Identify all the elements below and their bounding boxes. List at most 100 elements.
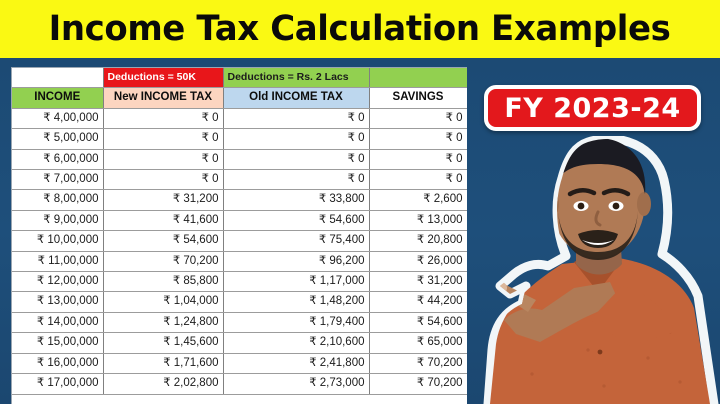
table-row: ₹ 5,00,000 ₹ 0 ₹ 0 ₹ 0 — [12, 128, 467, 150]
page-title: Income Tax Calculation Examples — [49, 9, 671, 49]
cell-income: ₹ 16,00,000 — [12, 353, 104, 375]
moustache — [578, 230, 618, 248]
column-header-new-tax: New INCOME TAX — [103, 87, 224, 109]
cell-savings: ₹ 0 — [369, 128, 467, 150]
cell-new-income-tax: ₹ 0 — [103, 149, 224, 171]
cell-new-income-tax: ₹ 1,04,000 — [103, 291, 224, 313]
cell-old-income-tax: ₹ 2,41,800 — [223, 353, 370, 375]
pupil — [612, 202, 620, 210]
table-row: ₹ 9,00,000 ₹ 41,600 ₹ 54,600 ₹ 13,000 — [12, 210, 467, 232]
deductions-band-row: Deductions = 50K Deductions = Rs. 2 Lacs — [12, 68, 467, 89]
column-header-old-tax: Old INCOME TAX — [223, 87, 370, 109]
cell-income: ₹ 8,00,000 — [12, 189, 104, 211]
cell-income: ₹ 4,00,000 — [12, 108, 104, 130]
cell-savings: ₹ 54,600 — [369, 312, 467, 334]
cell-old-income-tax: ₹ 2,73,000 — [223, 373, 370, 395]
face — [551, 146, 645, 258]
table-row: ₹ 17,00,000 ₹ 2,02,800 ₹ 2,73,000 ₹ 70,200 — [12, 373, 467, 395]
cell-savings: ₹ 70,200 — [369, 353, 467, 375]
deductions-savings-cell — [369, 68, 467, 89]
cell-income: ₹ 13,00,000 — [12, 291, 104, 313]
cell-savings: ₹ 44,200 — [369, 291, 467, 313]
eyebrow — [567, 188, 597, 197]
sleeve — [590, 286, 674, 346]
cell-income: ₹ 5,00,000 — [12, 128, 104, 150]
cell-savings: ₹ 31,200 — [369, 271, 467, 293]
table-row: ₹ 8,00,000 ₹ 31,200 ₹ 33,800 ₹ 2,600 — [12, 189, 467, 211]
presenter-photo — [470, 136, 720, 404]
hair — [551, 138, 646, 194]
cell-savings: ₹ 20,800 — [369, 230, 467, 252]
cell-old-income-tax: ₹ 2,10,600 — [223, 332, 370, 354]
table-row: ₹ 7,00,000 ₹ 0 ₹ 0 ₹ 0 — [12, 169, 467, 191]
cell-savings: ₹ 0 — [369, 108, 467, 130]
table-row: ₹ 15,00,000 ₹ 1,45,600 ₹ 2,10,600 ₹ 65,000 — [12, 332, 467, 354]
pupil — [577, 202, 585, 210]
cell-income: ₹ 10,00,000 — [12, 230, 104, 252]
cell-new-income-tax: ₹ 54,600 — [103, 230, 224, 252]
cell-income: ₹ 11,00,000 — [12, 251, 104, 273]
cell-old-income-tax: ₹ 33,800 — [223, 189, 370, 211]
cell-new-income-tax: ₹ 70,200 — [103, 251, 224, 273]
ear — [637, 192, 651, 216]
shirt-button — [597, 349, 603, 355]
table-row: ₹ 4,00,000 ₹ 0 ₹ 0 ₹ 0 — [12, 108, 467, 130]
cell-old-income-tax: ₹ 0 — [223, 108, 370, 130]
cell-savings: ₹ 2,600 — [369, 189, 467, 211]
cell-new-income-tax: ₹ 41,600 — [103, 210, 224, 232]
teeth — [582, 240, 614, 245]
tax-comparison-table-container: Deductions = 50K Deductions = Rs. 2 Lacs… — [11, 67, 467, 404]
cell-old-income-tax: ₹ 96,200 — [223, 251, 370, 273]
cell-new-income-tax: ₹ 85,800 — [103, 271, 224, 293]
table-row: ₹ 14,00,000 ₹ 1,24,800 ₹ 1,79,400 ₹ 54,600 — [12, 312, 467, 334]
column-header-income: INCOME — [12, 87, 104, 109]
table-body: ₹ 4,00,000 ₹ 0 ₹ 0 ₹ 0 ₹ 5,00,000 ₹ 0 ₹ 0 ₹ 0 ₹ … — [12, 108, 467, 395]
table-row: ₹ 12,00,000 ₹ 85,800 ₹ 1,17,000 ₹ 31,200 — [12, 271, 467, 293]
column-header-savings: SAVINGS — [369, 87, 467, 109]
cell-old-income-tax: ₹ 1,48,200 — [223, 291, 370, 313]
cell-new-income-tax: ₹ 1,45,600 — [103, 332, 224, 354]
nose — [594, 210, 602, 227]
cell-new-income-tax: ₹ 2,02,800 — [103, 373, 224, 395]
cell-old-income-tax: ₹ 1,17,000 — [223, 271, 370, 293]
cell-savings: ₹ 13,000 — [369, 210, 467, 232]
cell-income: ₹ 14,00,000 — [12, 312, 104, 334]
cell-income: ₹ 17,00,000 — [12, 373, 104, 395]
cell-income: ₹ 9,00,000 — [12, 210, 104, 232]
cell-new-income-tax: ₹ 1,24,800 — [103, 312, 224, 334]
cell-new-income-tax: ₹ 0 — [103, 108, 224, 130]
table-row: ₹ 13,00,000 ₹ 1,04,000 ₹ 1,48,200 ₹ 44,200 — [12, 291, 467, 313]
financial-year-label: FY 2023-24 — [504, 92, 681, 124]
eyebrow — [601, 188, 631, 197]
cell-old-income-tax: ₹ 1,79,400 — [223, 312, 370, 334]
cell-savings: ₹ 26,000 — [369, 251, 467, 273]
tax-comparison-table: Deductions = 50K Deductions = Rs. 2 Lacs… — [12, 68, 467, 395]
cell-savings: ₹ 65,000 — [369, 332, 467, 354]
table-row: ₹ 6,00,000 ₹ 0 ₹ 0 ₹ 0 — [12, 149, 467, 171]
table-row: ₹ 11,00,000 ₹ 70,200 ₹ 96,200 ₹ 26,000 — [12, 251, 467, 273]
presenter-illustration — [483, 136, 719, 404]
cell-income: ₹ 7,00,000 — [12, 169, 104, 191]
table-row: ₹ 10,00,000 ₹ 54,600 ₹ 75,400 ₹ 20,800 — [12, 230, 467, 252]
shirt — [490, 258, 710, 404]
title-banner: Income Tax Calculation Examples — [0, 0, 720, 58]
cell-old-income-tax: ₹ 54,600 — [223, 210, 370, 232]
deductions-blank-cell — [12, 68, 104, 89]
cell-savings: ₹ 70,200 — [369, 373, 467, 395]
table-header-row: INCOME New INCOME TAX Old INCOME TAX SAV… — [12, 87, 467, 109]
cell-new-income-tax: ₹ 31,200 — [103, 189, 224, 211]
cell-old-income-tax: ₹ 75,400 — [223, 230, 370, 252]
cell-old-income-tax: ₹ 0 — [223, 128, 370, 150]
cell-new-income-tax: ₹ 1,71,600 — [103, 353, 224, 375]
pointing-arm — [504, 282, 620, 342]
deductions-old-regime-cell: Deductions = Rs. 2 Lacs — [223, 68, 370, 89]
cell-new-income-tax: ₹ 0 — [103, 128, 224, 150]
cell-income: ₹ 15,00,000 — [12, 332, 104, 354]
cell-old-income-tax: ₹ 0 — [223, 149, 370, 171]
financial-year-badge: FY 2023-24 — [484, 85, 701, 131]
cell-old-income-tax: ₹ 0 — [223, 169, 370, 191]
deductions-new-regime-cell: Deductions = 50K — [103, 68, 224, 89]
cell-new-income-tax: ₹ 0 — [103, 169, 224, 191]
cell-income: ₹ 6,00,000 — [12, 149, 104, 171]
table-row: ₹ 16,00,000 ₹ 1,71,600 ₹ 2,41,800 ₹ 70,200 — [12, 353, 467, 375]
